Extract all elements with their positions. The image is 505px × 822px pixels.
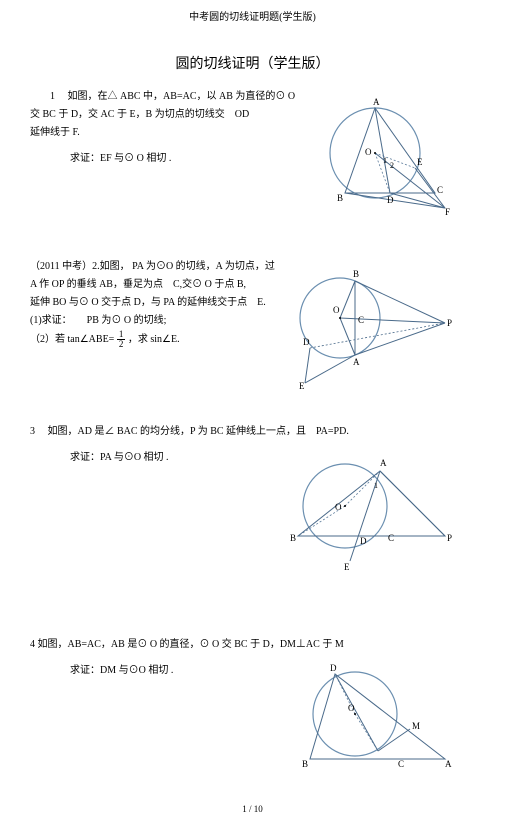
problem-1-num: 1 (30, 91, 55, 102)
label-1: 1 (383, 156, 387, 165)
label-D4: D (330, 663, 337, 673)
label-C4: C (398, 759, 404, 769)
label-D: D (387, 195, 394, 205)
label-B: B (337, 193, 343, 203)
label-A2: A (353, 357, 360, 367)
label-2: 2 (390, 161, 394, 170)
problem-4-num: 4 (30, 639, 35, 650)
label-E3: E (344, 562, 350, 572)
problem-1: A B C D E F O 1 2 1 如图，在△ ABC 中，AB=AC，以 … (30, 88, 475, 233)
problem-4: 4 如图，AB=AC，AB 是⊙ O 的直径，⊙ O 交 BC 于 D，DM⊥A… (30, 636, 475, 789)
label-O: O (365, 147, 372, 157)
label-E: E (417, 157, 423, 167)
label-F: F (445, 207, 450, 217)
label-P2: P (447, 318, 452, 328)
label-A3: A (380, 458, 387, 468)
problem-2-sub2: ，求 sin∠E. (128, 334, 180, 345)
problem-4-text: 如图，AB=AC，AB 是⊙ O 的直径，⊙ O 交 BC 于 D，DM⊥AC … (38, 639, 344, 650)
label-A4: A (445, 759, 452, 769)
problem-1-text: 如图，在△ ABC 中，AB=AC，以 AB 为直径的⊙ O 交 BC 于 D，… (30, 91, 295, 120)
page-header: 中考圆的切线证明题(学生版) (30, 8, 475, 23)
problem-3-text: 如图，AD 是∠ BAC 的均分线，P 为 BC 延伸线上一点，且 PA=PD. (48, 426, 349, 437)
label-D3: D (360, 536, 367, 546)
figure-1: A B C D E F O 1 2 (315, 93, 455, 223)
problem-3-num: 3 (30, 426, 35, 437)
page-footer: 1 / 10 (30, 804, 475, 814)
fraction-den: 2 (117, 340, 126, 349)
problem-2-prefix: （2011 中考）2.如图， (30, 261, 130, 272)
label-P3: P (447, 533, 452, 543)
fraction: 1 2 (117, 330, 126, 349)
figure-3: A B C D E O P 1 (280, 446, 455, 576)
problem-3: 3 如图，AD 是∠ BAC 的均分线，P 为 BC 延伸线上一点，且 PA=P… (30, 423, 475, 586)
label-C3: C (388, 533, 394, 543)
label-B2: B (353, 269, 359, 279)
label-B3: B (290, 533, 296, 543)
figure-2: B A C D E O P (285, 263, 455, 393)
label-M4: M (412, 721, 420, 731)
label-O4: O (348, 703, 355, 713)
label-C: C (437, 185, 443, 195)
label-E2: E (299, 381, 305, 391)
label-D2: D (303, 337, 310, 347)
label-13: 1 (374, 481, 378, 490)
document-title: 圆的切线证明（学生版） (30, 53, 475, 73)
label-O2: O (333, 305, 340, 315)
label-A: A (373, 97, 380, 107)
label-C2: C (358, 315, 364, 325)
label-B4: B (302, 759, 308, 769)
problem-2: B A C D E O P （2011 中考）2.如图， PA 为⊙O 的切线，… (30, 258, 475, 403)
figure-4: D B C A M O (290, 659, 455, 779)
label-O3: O (335, 502, 342, 512)
problem-2-sub: （2）若 tan∠ABE= (30, 334, 114, 345)
